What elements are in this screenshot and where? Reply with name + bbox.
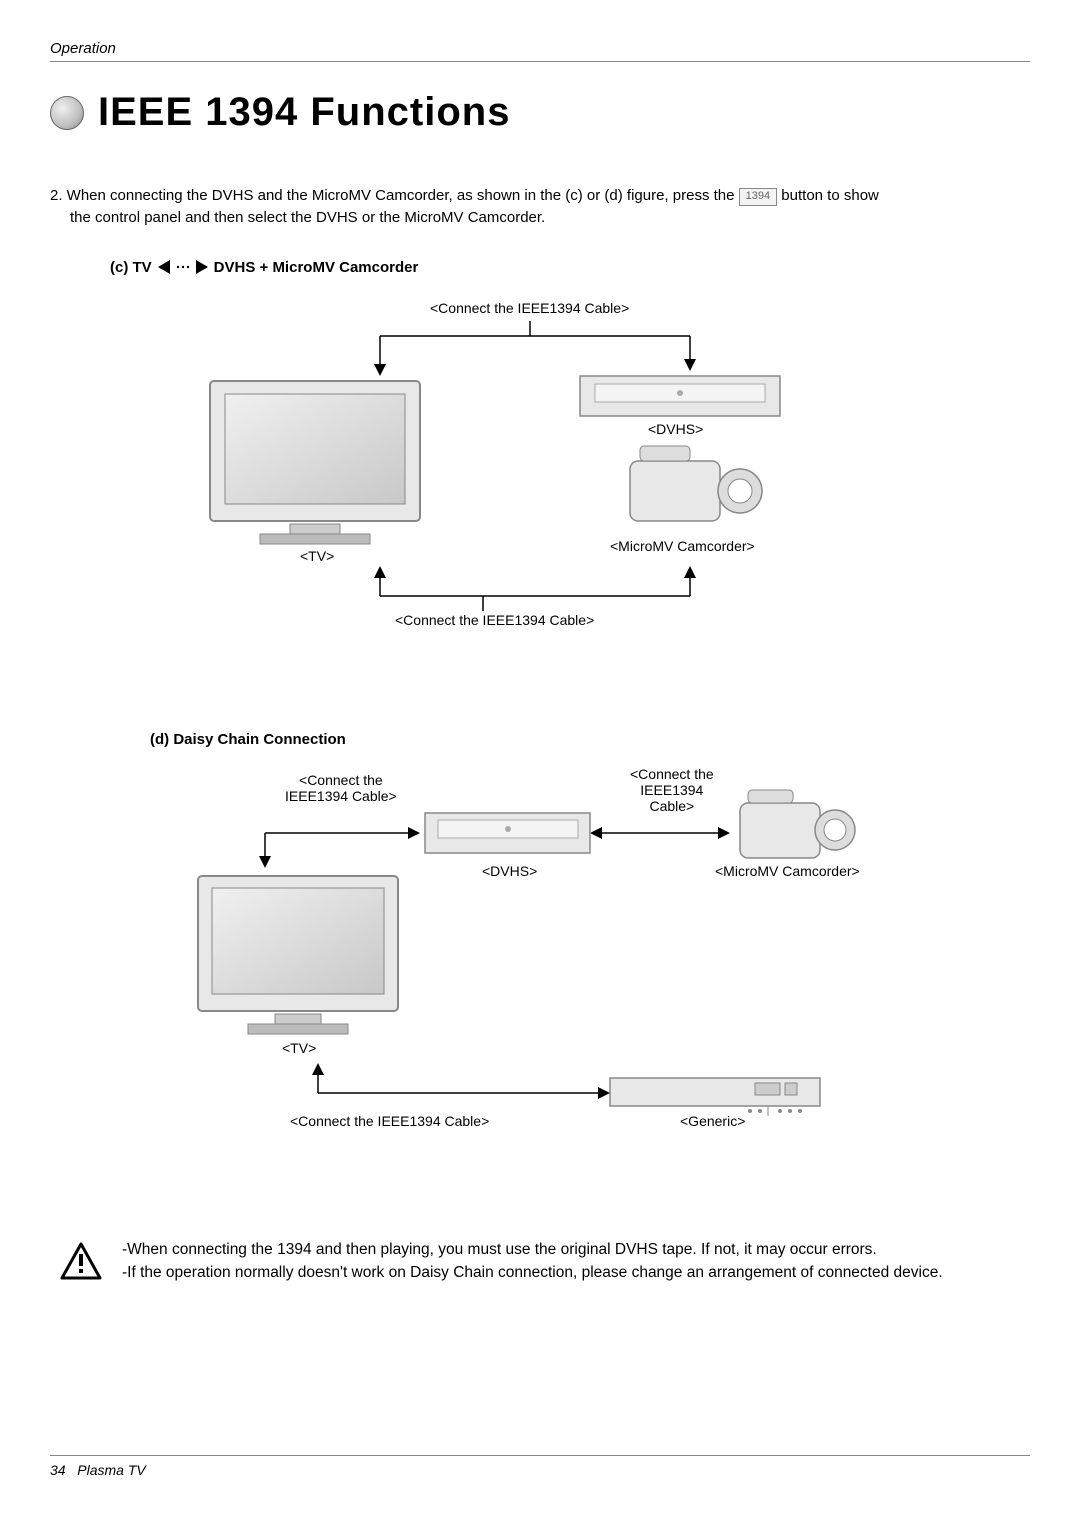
label-dvhs: <DVHS> — [648, 421, 703, 437]
diagram-c: <Connect the IEEE1394 Cable> <DVHS> <TV>… — [150, 286, 930, 696]
label-dvhs-d: <DVHS> — [482, 863, 537, 879]
camcorder-icon — [740, 790, 855, 858]
dvhs-icon — [580, 376, 780, 416]
label-tv: <TV> — [300, 548, 334, 564]
warning-icon — [60, 1242, 102, 1287]
page-footer: 34 Plasma TV — [50, 1455, 1030, 1478]
label-tv-d: <TV> — [282, 1040, 316, 1056]
instruction-line2: the control panel and then select the DV… — [50, 209, 545, 226]
bidirectional-arrow-icon — [158, 260, 208, 274]
section-c-suffix: DVHS + MicroMV Camcorder — [214, 259, 419, 276]
label-generic: <Generic> — [680, 1113, 745, 1129]
footer-product: Plasma TV — [77, 1462, 145, 1478]
notes-text: -When connecting the 1394 and then playi… — [122, 1238, 943, 1287]
label-connect-right: <Connect the IEEE1394 Cable> — [630, 766, 714, 814]
bullet-icon — [50, 96, 84, 130]
label-connect-top: <Connect the IEEE1394 Cable> — [430, 300, 629, 316]
instruction-text: 2. When connecting the DVHS and the Micr… — [50, 185, 1030, 229]
label-micromv: <MicroMV Camcorder> — [610, 538, 755, 554]
note-line1: -When connecting the 1394 and then playi… — [122, 1238, 943, 1261]
page-title: IEEE 1394 Functions — [98, 90, 510, 135]
section-c-heading: (c) TV DVHS + MicroMV Camcorder — [110, 259, 1030, 276]
page-number: 34 — [50, 1462, 66, 1478]
instruction-prefix: 2. When connecting the DVHS and the Micr… — [50, 187, 739, 204]
title-row: IEEE 1394 Functions — [50, 90, 1030, 135]
diagram-d-svg — [150, 758, 930, 1168]
generic-device-icon — [610, 1078, 820, 1116]
instruction-suffix: button to show — [781, 187, 879, 204]
tv-icon — [198, 876, 398, 1034]
section-header: Operation — [50, 40, 1030, 62]
label-micromv-d: <MicroMV Camcorder> — [715, 863, 860, 879]
diagram-c-svg — [150, 286, 930, 696]
label-connect-left: <Connect the IEEE1394 Cable> — [285, 772, 397, 804]
camcorder-icon — [630, 446, 762, 521]
section-c-prefix: (c) TV — [110, 259, 152, 276]
note-line2: -If the operation normally doesn't work … — [122, 1261, 943, 1284]
button-1394-icon: 1394 — [739, 188, 777, 206]
label-connect-bottom-d: <Connect the IEEE1394 Cable> — [290, 1113, 489, 1129]
warning-notes: -When connecting the 1394 and then playi… — [50, 1238, 1030, 1287]
label-connect-bottom: <Connect the IEEE1394 Cable> — [395, 612, 594, 628]
diagram-d: <Connect the IEEE1394 Cable> <Connect th… — [150, 758, 930, 1168]
dvhs-icon — [425, 813, 590, 853]
tv-icon — [210, 381, 420, 544]
section-d-heading: (d) Daisy Chain Connection — [150, 731, 1030, 748]
